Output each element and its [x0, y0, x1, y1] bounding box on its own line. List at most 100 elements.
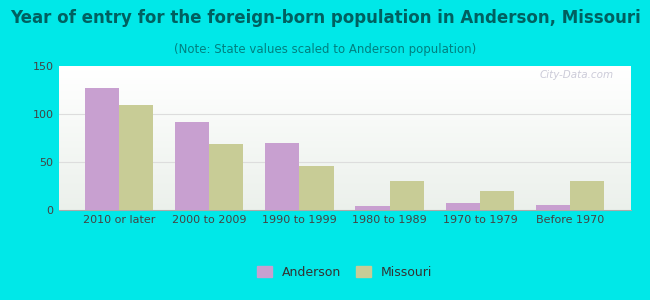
- Text: City-Data.com: City-Data.com: [540, 70, 614, 80]
- Bar: [58, 81, 630, 82]
- Bar: [58, 182, 630, 183]
- Bar: [58, 89, 630, 90]
- Bar: [58, 186, 630, 187]
- Bar: [58, 190, 630, 191]
- Bar: [58, 130, 630, 131]
- Bar: [58, 100, 630, 101]
- Bar: [58, 178, 630, 179]
- Bar: [58, 153, 630, 154]
- Bar: [58, 82, 630, 83]
- Bar: [84, 88, 119, 210]
- Bar: [58, 138, 630, 139]
- Bar: [58, 145, 630, 146]
- Bar: [58, 183, 630, 184]
- Bar: [209, 144, 243, 210]
- Bar: [58, 95, 630, 96]
- Bar: [58, 117, 630, 118]
- Bar: [58, 151, 630, 152]
- Bar: [58, 180, 630, 181]
- Bar: [58, 131, 630, 132]
- Bar: [58, 85, 630, 86]
- Text: (Note: State values scaled to Anderson population): (Note: State values scaled to Anderson p…: [174, 44, 476, 56]
- Bar: [58, 101, 630, 103]
- Bar: [58, 104, 630, 105]
- Bar: [536, 205, 570, 210]
- Bar: [58, 113, 630, 114]
- Legend: Anderson, Missouri: Anderson, Missouri: [257, 266, 432, 279]
- Bar: [58, 207, 630, 208]
- Bar: [58, 166, 630, 167]
- Text: Year of entry for the foreign-born population in Anderson, Missouri: Year of entry for the foreign-born popul…: [10, 9, 640, 27]
- Bar: [58, 129, 630, 130]
- Bar: [58, 72, 630, 73]
- Bar: [58, 194, 630, 195]
- Bar: [58, 97, 630, 98]
- Bar: [58, 110, 630, 111]
- Bar: [58, 87, 630, 88]
- Bar: [58, 111, 630, 112]
- Bar: [58, 205, 630, 206]
- Bar: [58, 195, 630, 196]
- Bar: [58, 121, 630, 122]
- Bar: [58, 88, 630, 89]
- Bar: [58, 160, 630, 161]
- Bar: [58, 105, 630, 106]
- Bar: [58, 196, 630, 197]
- Bar: [58, 109, 630, 110]
- Bar: [58, 98, 630, 99]
- Bar: [58, 77, 630, 79]
- Bar: [58, 139, 630, 140]
- Bar: [119, 105, 153, 210]
- Bar: [58, 76, 630, 77]
- Bar: [58, 200, 630, 201]
- Bar: [58, 185, 630, 186]
- Bar: [58, 140, 630, 141]
- Bar: [58, 103, 630, 104]
- Bar: [58, 137, 630, 138]
- Bar: [58, 189, 630, 190]
- Bar: [58, 156, 630, 157]
- Bar: [58, 127, 630, 128]
- Bar: [58, 124, 630, 125]
- Bar: [58, 149, 630, 151]
- Bar: [58, 73, 630, 74]
- Bar: [58, 125, 630, 127]
- Bar: [58, 96, 630, 97]
- Bar: [58, 164, 630, 165]
- Bar: [58, 115, 630, 116]
- Bar: [58, 148, 630, 149]
- Bar: [58, 155, 630, 156]
- Bar: [58, 80, 630, 81]
- Bar: [58, 154, 630, 155]
- Bar: [58, 165, 630, 166]
- Bar: [58, 168, 630, 169]
- Bar: [58, 123, 630, 124]
- Bar: [58, 118, 630, 119]
- Bar: [58, 177, 630, 178]
- Bar: [58, 106, 630, 107]
- Bar: [58, 134, 630, 135]
- Bar: [58, 152, 630, 153]
- Bar: [58, 202, 630, 203]
- Bar: [58, 92, 630, 93]
- Bar: [58, 209, 630, 210]
- Bar: [58, 179, 630, 180]
- Bar: [58, 158, 630, 159]
- Bar: [58, 83, 630, 84]
- Bar: [58, 175, 630, 176]
- Bar: [175, 122, 209, 210]
- Bar: [265, 143, 300, 210]
- Bar: [58, 114, 630, 115]
- Bar: [58, 157, 630, 158]
- Bar: [58, 172, 630, 173]
- Bar: [58, 69, 630, 70]
- Bar: [58, 107, 630, 108]
- Bar: [58, 112, 630, 113]
- Bar: [58, 187, 630, 188]
- Bar: [58, 163, 630, 164]
- Bar: [58, 208, 630, 209]
- Bar: [58, 169, 630, 170]
- Bar: [58, 161, 630, 162]
- Bar: [58, 119, 630, 120]
- Bar: [58, 122, 630, 123]
